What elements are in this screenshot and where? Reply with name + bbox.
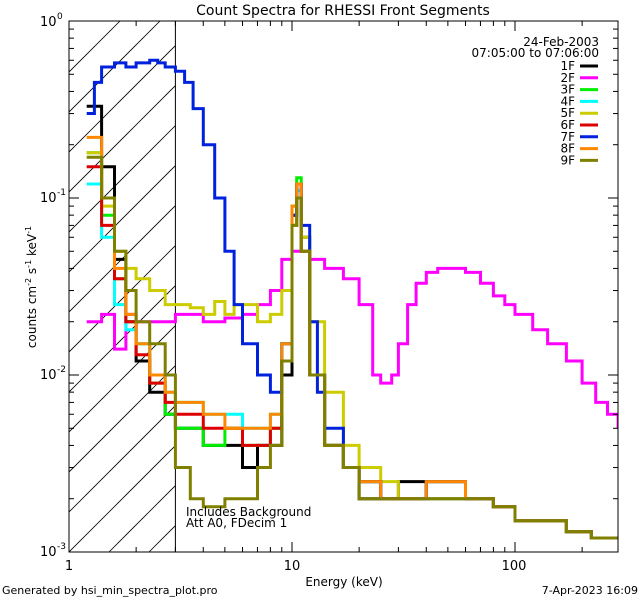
plot-frame [68, 20, 619, 553]
svg-text:10: 10 [40, 368, 57, 383]
annotation-attenuator: Att A0, FDecim 1 [186, 516, 287, 530]
series-layer [86, 58, 618, 540]
footer-generated-by: Generated by hsi_min_spectra_plot.pro [2, 584, 218, 597]
y-tick-label-1e-1: 10 -1 [40, 188, 66, 206]
hatch-line [69, 45, 176, 153]
legend-label-7F: 7F [560, 130, 575, 144]
time-range-label: 07:05:00 to 07:06:00 [472, 46, 599, 60]
y-axis-label: counts cm-2 s-1 keV-1 [24, 226, 39, 348]
hatch-line [69, 405, 176, 513]
legend-label-8F: 8F [560, 142, 575, 156]
y-tick-label-1e-2: 10 -2 [40, 365, 66, 383]
x-axis-label: Energy (keV) [305, 575, 382, 589]
hatch-line [69, 245, 176, 353]
svg-text:10: 10 [40, 545, 57, 560]
x-tick-label-1: 1 [65, 559, 73, 574]
x-tick-label-10: 10 [284, 559, 301, 574]
y-tick-exp-1e-3: -3 [57, 542, 66, 552]
hatch-lines [69, 21, 176, 552]
hatch-line [69, 445, 176, 552]
x-tick-label-100: 100 [502, 559, 527, 574]
y-tick-exp-1e-1: -1 [57, 188, 66, 198]
footer-timestamp: 7-Apr-2023 16:09 [542, 584, 638, 597]
y-tick-label-1e-3: 10 -3 [40, 542, 66, 560]
legend-label-9F: 9F [560, 153, 575, 167]
hatch-line [69, 205, 176, 313]
y-tick-exp-1e0: 0 [57, 12, 63, 22]
legend-label-6F: 6F [560, 118, 575, 132]
y-tick-exp-1e-2: -2 [57, 365, 66, 375]
series-9F [86, 155, 618, 540]
hatch-line [69, 21, 161, 113]
hatch-line [69, 85, 176, 193]
date-label: 24-Feb-2003 [523, 35, 599, 49]
chart-title: Count Spectra for RHESSI Front Segments [196, 3, 490, 19]
legend-label-4F: 4F [560, 94, 575, 108]
svg-text:10: 10 [40, 15, 57, 30]
hatch-line [69, 365, 176, 473]
legend-label-1F: 1F [560, 59, 575, 73]
legend-label-3F: 3F [560, 83, 575, 97]
y-tick-label-1e0: 10 0 [40, 12, 63, 30]
legend-label-5F: 5F [560, 106, 575, 120]
legend-label-2F: 2F [560, 71, 575, 85]
annotation-background: Includes Background [186, 505, 311, 519]
axis-ticks [68, 20, 618, 553]
svg-text:10: 10 [40, 191, 57, 206]
hatch-line [69, 285, 176, 393]
